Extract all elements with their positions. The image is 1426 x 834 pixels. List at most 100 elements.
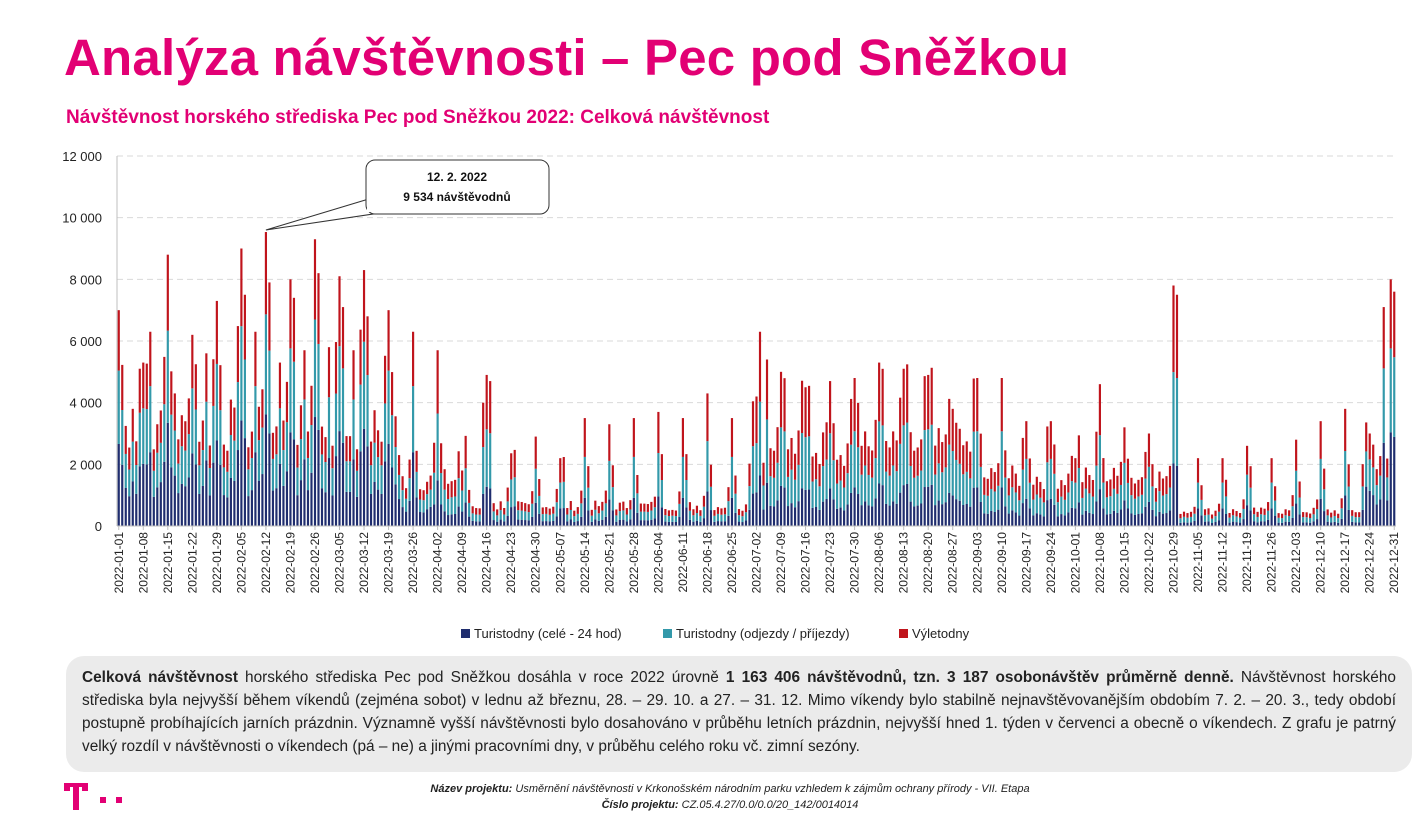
- x-tick-label: 2022-11-12: [1216, 532, 1230, 593]
- bar-turistodny-cele: [1372, 495, 1375, 526]
- bar-turistodny-odjezdy: [860, 474, 863, 506]
- bar-turistodny-cele: [1281, 522, 1284, 526]
- bar-vyletodny: [268, 282, 271, 351]
- bar-turistodny-cele: [1231, 521, 1235, 526]
- summary-box: Celková návštěvnost horského střediska P…: [66, 656, 1412, 772]
- x-tick-label: 2022-01-08: [136, 532, 150, 594]
- bar-turistodny-odjezdy: [573, 516, 576, 523]
- bar-turistodny-odjezdy: [1028, 482, 1031, 509]
- bar-vyletodny: [240, 248, 243, 327]
- bar-turistodny-odjezdy: [131, 441, 134, 482]
- bar-turistodny-odjezdy: [1000, 431, 1003, 488]
- bar-turistodny-odjezdy: [692, 515, 695, 522]
- x-tick-label: 2022-12-17: [1338, 532, 1352, 594]
- bar-turistodny-cele: [769, 505, 772, 526]
- bar-turistodny-cele: [1077, 502, 1080, 526]
- bar-turistodny-odjezdy: [590, 515, 593, 522]
- bar-vyletodny: [1091, 479, 1094, 497]
- bar-vyletodny: [394, 416, 397, 448]
- bar-turistodny-odjezdy: [636, 493, 639, 513]
- bar-turistodny-odjezdy: [534, 468, 537, 503]
- bar-turistodny-odjezdy: [1116, 493, 1119, 513]
- bar-turistodny-cele: [1070, 507, 1073, 526]
- bar-turistodny-cele: [650, 519, 653, 526]
- bar-turistodny-cele: [583, 497, 586, 526]
- bar-turistodny-cele: [373, 482, 376, 526]
- bar-turistodny-cele: [1175, 465, 1179, 527]
- legend-swatch-turistodny-odjezdy: [663, 629, 672, 638]
- bar-turistodny-cele: [1179, 522, 1182, 526]
- bar-turistodny-cele: [923, 487, 926, 526]
- bar-turistodny-cele: [1035, 513, 1038, 526]
- bar-vyletodny: [478, 508, 481, 515]
- bar-turistodny-cele: [1137, 513, 1140, 526]
- bar-vyletodny: [170, 371, 173, 415]
- bar-turistodny-cele: [1154, 516, 1158, 526]
- bar-turistodny-cele: [671, 521, 674, 526]
- bar-turistodny-cele: [730, 497, 734, 526]
- x-tick-label: 2022-10-15: [1117, 532, 1131, 594]
- bar-turistodny-odjezdy: [233, 440, 236, 481]
- bar-vyletodny: [352, 350, 355, 400]
- bar-turistodny-cele: [275, 488, 278, 526]
- bar-turistodny-cele: [941, 504, 944, 526]
- bar-turistodny-odjezdy: [306, 457, 310, 491]
- bar-turistodny-odjezdy: [976, 431, 979, 488]
- bar-vyletodny: [1144, 451, 1147, 479]
- bar-turistodny-odjezdy: [548, 514, 551, 522]
- bar-turistodny-cele: [839, 507, 842, 526]
- bar-turistodny-cele: [397, 499, 401, 526]
- bar-vyletodny: [769, 448, 772, 477]
- bar-turistodny-cele: [1119, 509, 1123, 526]
- x-tick-label: 2022-02-05: [234, 532, 248, 594]
- bar-vyletodny: [1242, 499, 1245, 509]
- bar-turistodny-cele: [1084, 510, 1087, 526]
- bar-vyletodny: [145, 363, 148, 410]
- bar-turistodny-cele: [594, 519, 597, 526]
- bar-turistodny-cele: [615, 521, 618, 526]
- bar-turistodny-odjezdy: [1011, 487, 1014, 511]
- bar-turistodny-odjezdy: [559, 482, 562, 509]
- bar-turistodny-cele: [254, 452, 257, 526]
- bar-turistodny-cele: [1337, 522, 1340, 526]
- bar-turistodny-odjezdy: [317, 343, 320, 430]
- bar-turistodny-cele: [471, 520, 474, 526]
- bar-turistodny-odjezdy: [447, 498, 450, 516]
- bar-turistodny-odjezdy: [1256, 516, 1259, 523]
- bar-turistodny-odjezdy: [327, 397, 331, 459]
- bar-turistodny-odjezdy: [622, 510, 625, 520]
- bar-turistodny-cele: [1032, 515, 1035, 526]
- bar-turistodny-cele: [205, 460, 208, 526]
- bar-vyletodny: [562, 457, 565, 482]
- bar-turistodny-odjezdy: [510, 479, 513, 508]
- bar-vyletodny: [1042, 489, 1045, 503]
- bar-turistodny-odjezdy: [1102, 482, 1105, 509]
- bar-turistodny-odjezdy: [212, 405, 215, 463]
- page-title: Analýza návštěvnosti – Pec pod Sněžkou: [64, 29, 1070, 86]
- bar-vyletodny: [208, 445, 211, 469]
- bar-vyletodny: [433, 442, 436, 473]
- bar-vyletodny: [1200, 485, 1203, 500]
- telekom-logo: [64, 783, 122, 810]
- bar-vyletodny: [709, 464, 713, 487]
- bar-turistodny-cele: [1126, 508, 1130, 526]
- bar-turistodny-odjezdy: [629, 509, 632, 520]
- bar-turistodny-cele: [436, 480, 439, 527]
- bar-vyletodny: [1372, 444, 1375, 468]
- bar-turistodny-cele: [716, 521, 720, 526]
- bar-turistodny-odjezdy: [1249, 487, 1252, 511]
- bar-turistodny-cele: [464, 502, 467, 526]
- bar-turistodny-cele: [723, 521, 727, 526]
- bar-turistodny-cele: [853, 487, 856, 526]
- x-axis-ticks: 2022-01-01 2022-01-08 2022-01-15 2022-01-22…: [112, 526, 1401, 593]
- bar-turistodny-cele: [758, 475, 762, 527]
- bar-turistodny-cele: [737, 521, 741, 526]
- bar-vyletodny: [1049, 421, 1052, 459]
- bar-vyletodny: [608, 424, 611, 461]
- bar-turistodny-odjezdy: [955, 459, 958, 500]
- bar-turistodny-odjezdy: [352, 399, 355, 460]
- bar-vyletodny: [254, 331, 257, 387]
- bar-turistodny-cele: [958, 500, 961, 526]
- bar-vyletodny: [327, 347, 331, 398]
- bar-turistodny-odjezdy: [415, 471, 418, 498]
